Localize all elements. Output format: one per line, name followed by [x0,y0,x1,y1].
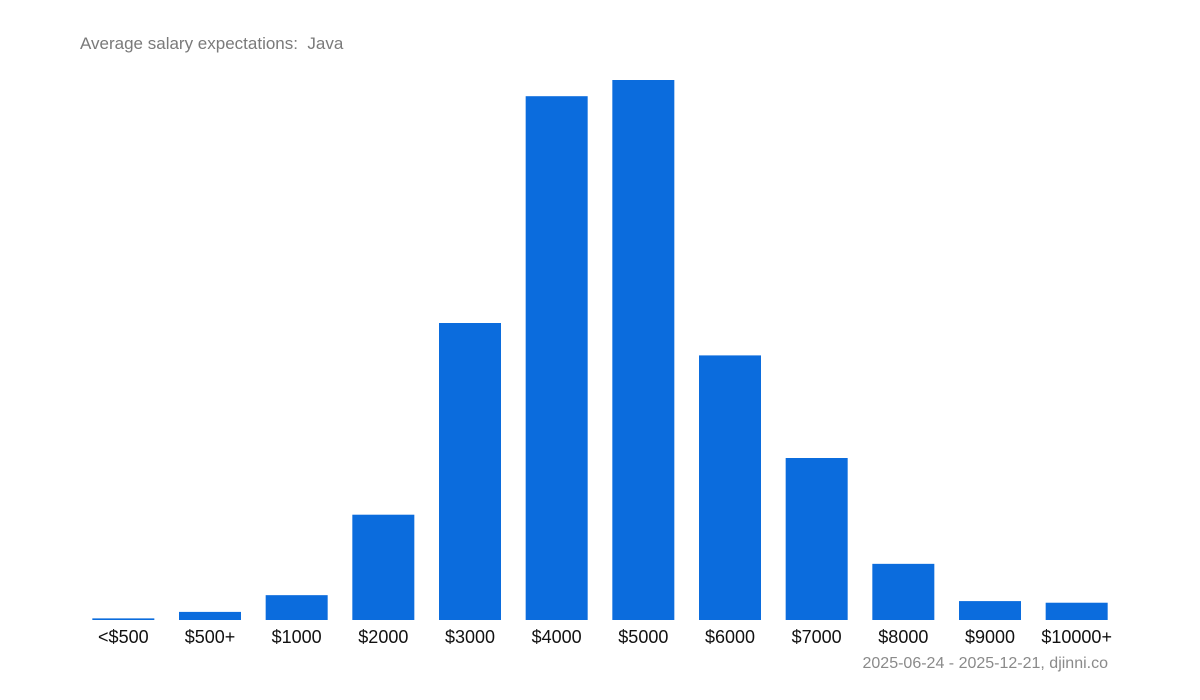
bar-1 [179,611,241,620]
x-tick-label: $9000 [965,627,1015,647]
chart-footer: 2025-06-24 - 2025-12-21, djinni.co [862,655,1109,672]
bar-3 [352,514,415,620]
bar-11 [1045,602,1108,620]
x-tick-label: $2000 [358,627,408,647]
bar-6 [612,80,675,620]
bar-0 [92,618,155,620]
x-tick-label: $6000 [705,627,755,647]
bar-10 [959,601,1021,620]
x-tick-label: $4000 [532,627,582,647]
x-tick-label: $7000 [792,627,842,647]
bar-8 [785,458,848,620]
bar-2 [265,595,328,620]
x-tick-label: <$500 [98,627,149,647]
x-tick-label: $1000 [272,627,322,647]
x-tick-label: $500+ [185,627,236,647]
x-tick-labels-group: <$500 $500+ $1000 $2000 $3000 $4000 $5000 $6000… [98,627,1112,647]
x-tick-label: $10000+ [1041,627,1112,647]
x-tick-label: $5000 [618,627,668,647]
bar-5 [525,96,588,620]
bar-9 [872,563,935,620]
bar-4 [439,323,501,620]
bars-group [92,80,1108,620]
x-tick-label: $3000 [445,627,495,647]
x-tick-label: $8000 [878,627,928,647]
chart-title: Average salary expectations: Java [80,34,344,53]
bar-7 [699,355,761,620]
